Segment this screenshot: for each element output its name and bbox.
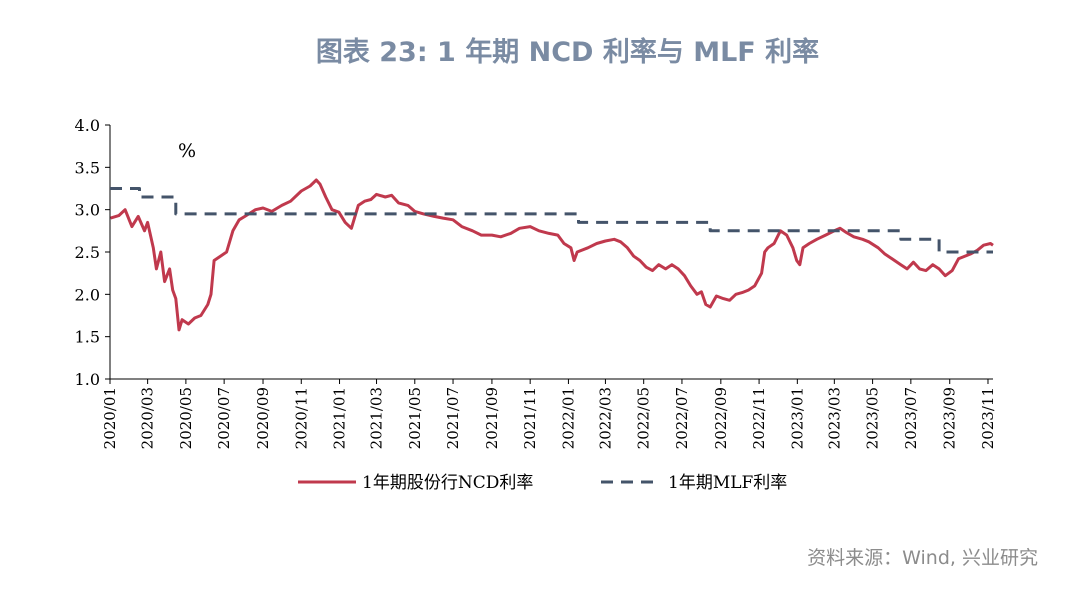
x-tick-label: 2023/01 <box>788 387 806 449</box>
x-tick-label: 2022/05 <box>635 387 653 449</box>
series-layer <box>110 178 994 332</box>
y-tick-label: 3.5 <box>75 158 100 177</box>
y-tick-label: 3.0 <box>75 201 100 220</box>
x-tick-label: 2023/03 <box>825 387 843 449</box>
x-tick-label: 2020/05 <box>177 387 195 449</box>
x-tick-label: 2021/09 <box>483 387 501 449</box>
x-tick-label: 2021/07 <box>444 387 462 449</box>
y-tick-label: 2.5 <box>75 243 100 262</box>
x-tick-label: 2021/05 <box>406 387 424 449</box>
y-tick-label: 1.5 <box>75 328 100 347</box>
x-tick-label: 2020/07 <box>215 387 233 449</box>
x-tick-label: 2021/03 <box>368 387 386 449</box>
x-tick-label: 2020/09 <box>254 387 272 449</box>
y-tick-label: 4.0 <box>75 116 100 135</box>
x-tick-label: 2021/01 <box>331 387 349 449</box>
axes: 1.0 1.5 2.0 2.5 3.0 3.5 4.0 2020/01 2020/03 2020/… <box>75 116 997 449</box>
x-tick-label: 2020/03 <box>139 387 157 449</box>
mlf-rate-line <box>110 187 993 254</box>
legend: 1年期股份行NCD利率 1年期MLF利率 <box>298 473 787 493</box>
x-tick-label: 2023/05 <box>864 387 882 449</box>
x-tick-label: 2022/11 <box>750 387 768 449</box>
chart-title: 图表 23: 1 年期 NCD 利率与 MLF 利率 <box>315 37 820 68</box>
legend-label-1: 1年期MLF利率 <box>668 473 787 493</box>
x-tick-label: 2022/07 <box>673 387 691 449</box>
x-tick-label: 2020/11 <box>292 387 310 449</box>
ncd-rate-line <box>110 178 994 332</box>
x-tick-label: 2023/09 <box>941 387 959 449</box>
x-tick-label: 2023/07 <box>902 387 920 449</box>
unit-label: % <box>178 140 196 162</box>
source-note: 资料来源：Wind, 兴业研究 <box>807 547 1038 569</box>
x-tick-label: 2022/01 <box>559 387 577 449</box>
x-tick-label: 2020/01 <box>101 387 119 449</box>
x-tick-label: 2023/11 <box>979 387 997 449</box>
x-tick-label: 2021/11 <box>521 387 539 449</box>
x-tick-label: 2022/03 <box>596 387 614 449</box>
y-tick-label: 1.0 <box>75 370 100 389</box>
legend-label-0: 1年期股份行NCD利率 <box>362 473 533 493</box>
y-tick-label: 2.0 <box>75 285 100 304</box>
x-tick-label: 2022/09 <box>712 387 730 449</box>
